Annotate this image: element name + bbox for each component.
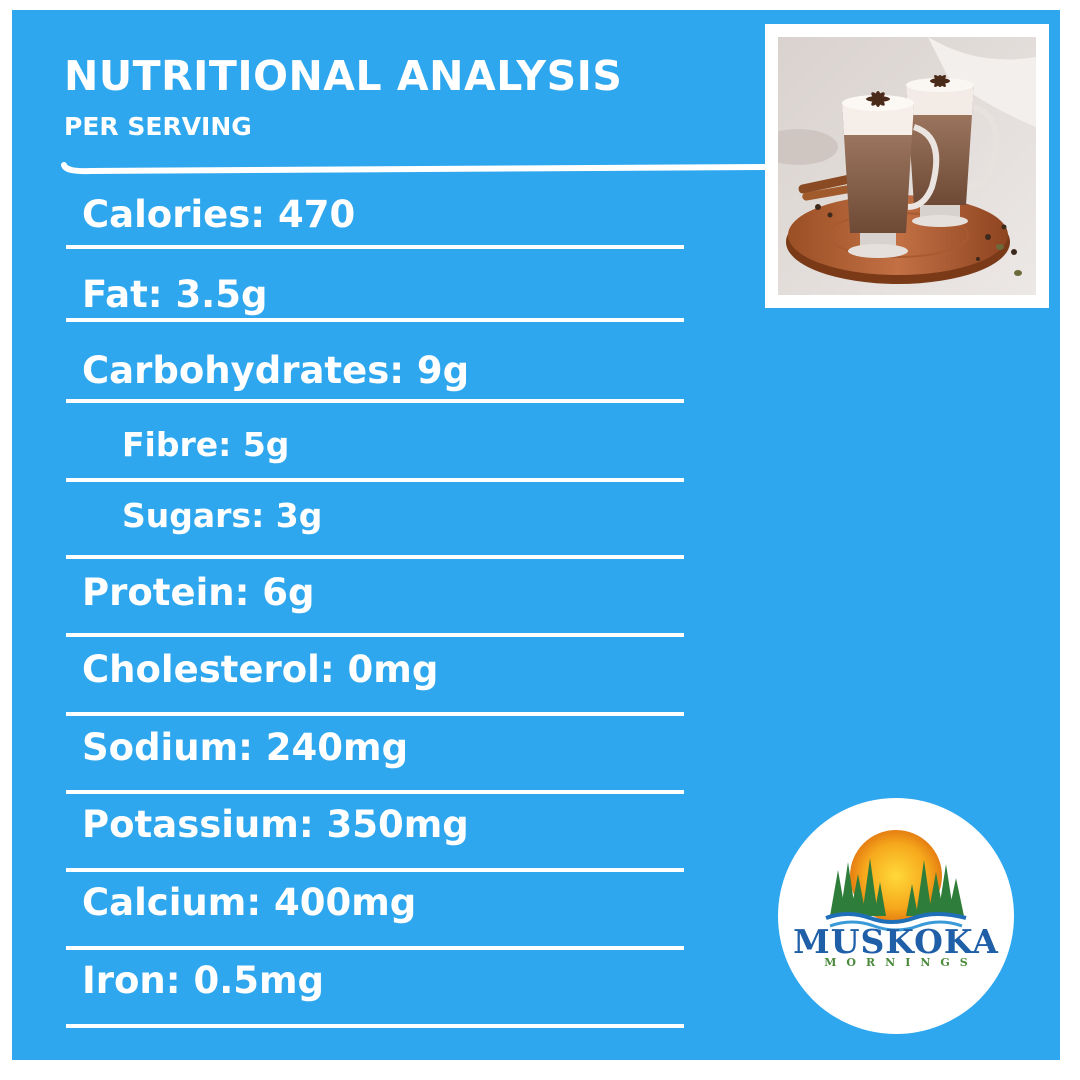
nutrient-sugars: Sugars: 3g (122, 496, 323, 535)
muskoka-mornings-logo: MUSKOKA MORNINGS (778, 798, 1014, 1034)
row-divider (66, 946, 684, 950)
logo-tagline: MORNINGS (824, 956, 978, 969)
nutrient-sodium: Sodium: 240mg (82, 726, 409, 769)
row-divider (66, 1024, 684, 1028)
row-divider (66, 478, 684, 482)
nutrient-calories: Calories: 470 (82, 193, 356, 236)
row-divider (66, 790, 684, 794)
logo-wordmark: MUSKOKA (793, 922, 999, 961)
row-divider (66, 633, 684, 637)
nutrient-iron: Iron: 0.5mg (82, 959, 325, 1002)
nutrient-fat: Fat: 3.5g (82, 273, 268, 316)
header-divider (61, 162, 773, 175)
nutrient-potassium: Potassium: 350mg (82, 803, 469, 846)
page-subtitle: PER SERVING (64, 112, 252, 141)
photo-frame (765, 24, 1049, 308)
row-divider (66, 868, 684, 872)
page-title: NUTRITIONAL ANALYSIS (64, 52, 623, 100)
row-divider (66, 318, 684, 322)
chai-latte-photo (778, 37, 1036, 295)
row-divider (66, 399, 684, 403)
row-divider (66, 712, 684, 716)
row-divider (66, 555, 684, 559)
nutrient-protein: Protein: 6g (82, 571, 315, 614)
nutrient-cholesterol: Cholesterol: 0mg (82, 648, 439, 691)
nutrient-calcium: Calcium: 400mg (82, 881, 417, 924)
row-divider (66, 245, 684, 249)
nutrient-fibre: Fibre: 5g (122, 425, 290, 464)
nutrient-carbohydrates: Carbohydrates: 9g (82, 349, 470, 392)
logo-sun-trees-icon (825, 830, 967, 932)
